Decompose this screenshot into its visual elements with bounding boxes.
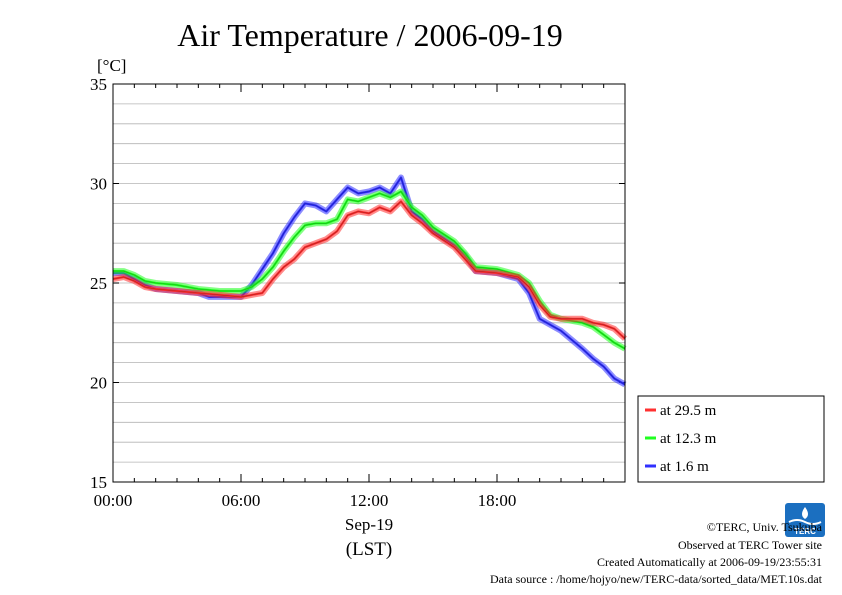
x-axis-timezone-label: (LST) [346,539,392,560]
y-tick-label: 30 [90,175,107,194]
series-line [112,200,626,340]
x-tick-label: 12:00 [350,491,389,510]
logo-text: TERC [794,527,816,536]
series-lines [112,174,628,388]
source-text: Data source : /home/hojyo/new/TERC-data/… [490,572,823,586]
site-text: Observed at TERC Tower site [678,538,822,552]
legend-box [637,395,825,483]
plot-frame [112,83,626,483]
y-tick-label: 35 [90,75,107,94]
legend-label: at 12.3 m [660,431,717,447]
y-axis-label: [°C] [97,56,126,75]
x-tick-label: 06:00 [222,491,261,510]
x-axis-ticks: 00:00 06:00 12:00 18:00 [94,84,605,510]
x-tick-label: 00:00 [94,491,133,510]
y-tick-label: 20 [90,374,107,393]
series-halo [112,198,628,341]
y-tick-label: 25 [90,274,107,293]
series-core [113,176,626,385]
x-tick-label: 18:00 [478,491,517,510]
y-axis-ticks: 15 20 25 30 35 [90,75,625,492]
wave-icon [788,519,822,525]
legend-label: at 1.6 m [660,459,709,475]
y-tick-label: 15 [90,473,107,492]
chart-title: Air Temperature / 2006-09-19 [177,17,563,53]
terc-logo-mark [785,503,825,537]
series-core [112,200,626,339]
legend: at 29.5 m at 12.3 m at 1.6 m [637,395,825,483]
created-text: Created Automatically at 2006-09-19/23:5… [597,555,822,569]
grid-lines [113,103,625,463]
series-halo [113,174,627,388]
terc-logo: TERC [785,503,825,537]
droplet-icon [802,507,808,519]
x-axis-date-label: Sep-19 [345,515,393,534]
credit-text: ©TERC, Univ. Tsukuba [707,520,823,534]
legend-label: at 29.5 m [660,403,717,419]
series-line [113,176,626,386]
